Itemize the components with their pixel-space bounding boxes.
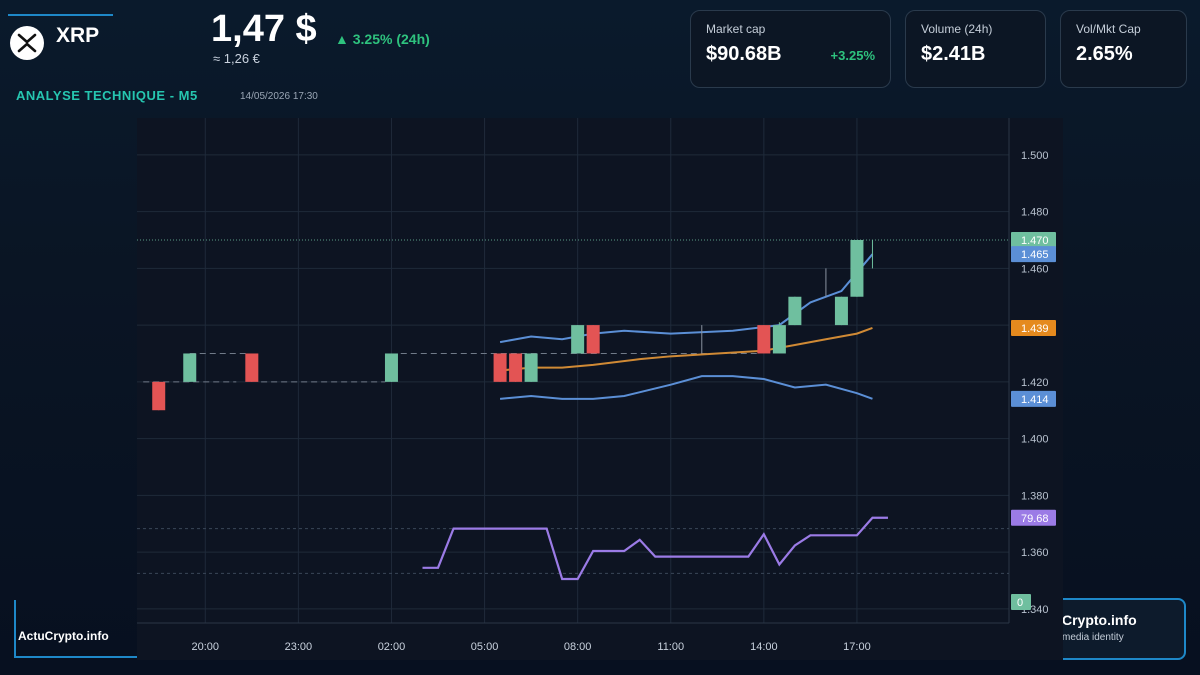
x-tick-label: 23:00 [285, 641, 313, 653]
moving-average-line [499, 327, 873, 372]
last-value-badge [1011, 319, 1056, 336]
candle-body [524, 353, 538, 382]
candle-body [571, 325, 585, 354]
section-title: ANALYSE TECHNIQUE - M5 [16, 88, 198, 103]
x-tick-label: 20:00 [192, 641, 220, 653]
rsi-line [422, 516, 888, 581]
y-tick-label: 1.400 [1021, 434, 1049, 446]
last-value-badge [1011, 231, 1056, 248]
timestamp: 14/05/2026 17:30 [240, 91, 318, 102]
price-chart: 1.5001.4801.4601.4401.4201.4001.3801.360… [137, 118, 1056, 653]
lower-band-line [499, 375, 873, 400]
y-tick-label: 1.360 [1021, 547, 1049, 559]
brand-card-subtitle: media identity [1062, 632, 1124, 643]
candle-body [245, 353, 259, 382]
price-eur: ≈ 1,26 € [213, 51, 260, 66]
last-value-badge [1011, 390, 1056, 407]
y-tick-label: 1.480 [1021, 207, 1049, 219]
candle-body [834, 296, 848, 326]
candle-body [493, 353, 507, 382]
x-tick-label: 11:00 [657, 641, 684, 653]
card-value: $2.41B [921, 43, 986, 65]
card-label: Vol/Mkt Cap [1076, 22, 1141, 36]
card-delta: +3.25% [830, 48, 875, 63]
brand-name: ActuCrypto.info [18, 629, 109, 643]
xrp-logo-icon [10, 26, 44, 60]
y-tick-label: 1.500 [1021, 150, 1049, 162]
market-cap-card: Market cap $90.68B +3.25% [690, 10, 891, 88]
last-value-label: 79.68 [1021, 513, 1049, 525]
brand-card: Crypto.info media identity [1048, 598, 1186, 660]
y-tick-label: 1.460 [1021, 263, 1049, 275]
x-tick-label: 08:00 [564, 641, 592, 653]
x-tick-label: 02:00 [378, 641, 406, 653]
last-value-badge [1011, 246, 1056, 263]
candle-body [183, 353, 197, 382]
last-value-badge [1011, 594, 1031, 610]
last-value-label: 1.465 [1021, 249, 1049, 261]
price-usd: 1,47 $ [211, 8, 317, 50]
card-label: Volume (24h) [921, 22, 993, 36]
candle-body [850, 239, 864, 297]
last-value-label: 1.470 [1021, 235, 1049, 247]
card-value: $90.68B [706, 43, 782, 65]
y-tick-label: 1.380 [1021, 490, 1049, 502]
card-label: Market cap [706, 22, 766, 36]
x-tick-label: 14:00 [750, 641, 778, 653]
candle-body [384, 353, 398, 382]
chart-area[interactable]: 1.5001.4801.4601.4401.4201.4001.3801.360… [137, 118, 1063, 660]
candle-body [788, 296, 802, 326]
y-tick-label: 1.420 [1021, 377, 1049, 389]
upper-band-line [499, 253, 874, 344]
candle-body [152, 381, 166, 411]
candle-body [509, 353, 523, 382]
volume-card: Volume (24h) $2.41B [905, 10, 1046, 88]
coin-name: XRP [56, 24, 100, 47]
candle-body [757, 325, 771, 354]
brand-card-title: Crypto.info [1062, 612, 1137, 628]
last-value-badge [1011, 509, 1056, 526]
last-value-label: 1.414 [1021, 394, 1049, 406]
candle-body [772, 325, 786, 354]
card-value: 2.65% [1076, 43, 1133, 65]
change-24h: ▲ 3.25% (24h) [335, 31, 430, 47]
last-value-label: 1.439 [1021, 323, 1049, 335]
x-tick-label: 17:00 [843, 641, 871, 653]
x-tick-label: 05:00 [471, 641, 499, 653]
last-value-label: 0 [1017, 597, 1023, 609]
candle-body [586, 325, 600, 354]
vol-mkt-cap-card: Vol/Mkt Cap 2.65% [1060, 10, 1187, 88]
